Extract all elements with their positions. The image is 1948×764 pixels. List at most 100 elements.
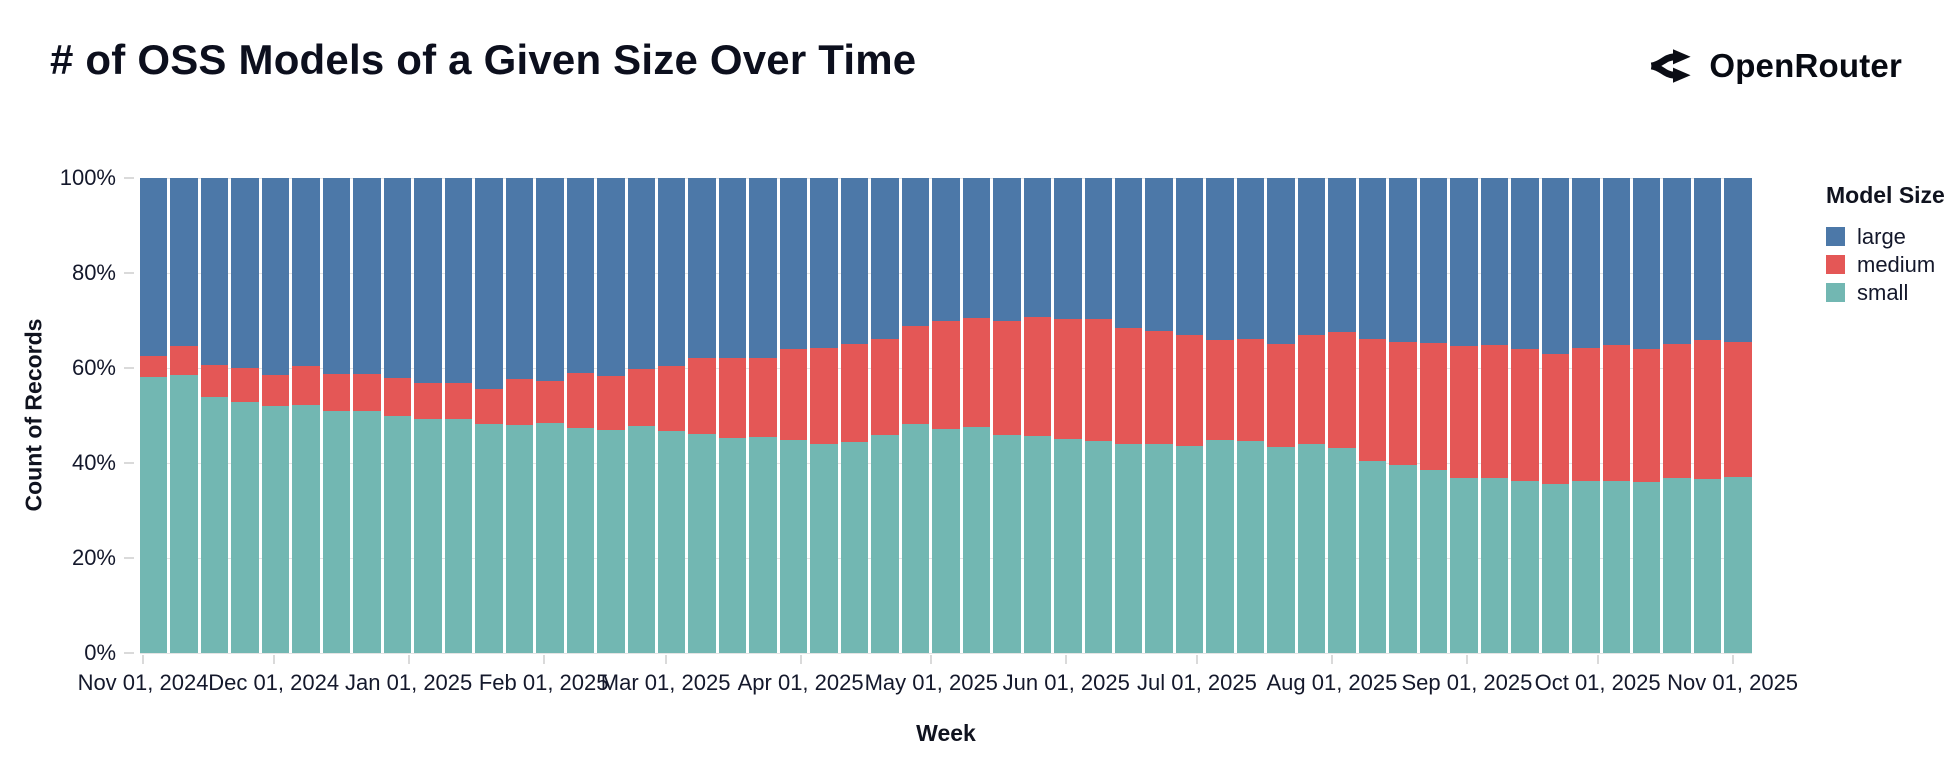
bar-segment-small — [1115, 444, 1143, 653]
bar-segment-small — [261, 406, 290, 653]
bar-week-30 — [1023, 178, 1052, 653]
bar-week-36 — [1206, 178, 1234, 653]
bar-segment-large — [1175, 178, 1204, 336]
bar-segment-medium — [1541, 353, 1570, 484]
bar-segment-large — [1693, 178, 1722, 341]
bar-segment-small — [597, 430, 625, 653]
bar-segment-large — [1328, 178, 1356, 332]
bar-week-37 — [1236, 178, 1265, 653]
bar-week-42 — [1389, 178, 1417, 653]
bar-segment-small — [1145, 443, 1173, 653]
bar-segment-small — [1236, 441, 1265, 653]
bar-segment-small — [1054, 438, 1082, 653]
bar-segment-small — [1358, 461, 1387, 653]
bar-week-5 — [261, 178, 290, 653]
bar-segment-small — [1572, 480, 1600, 653]
y-tick-label: 80% — [71, 260, 116, 285]
bar-segment-large — [1480, 178, 1509, 346]
bar-segment-small — [718, 437, 747, 653]
y-tick-label: 60% — [71, 355, 116, 380]
bar-segment-small — [871, 434, 899, 653]
bar-segment-large — [1572, 178, 1600, 348]
bar-segment-medium — [414, 383, 442, 419]
bar-segment-medium — [627, 369, 655, 427]
bar-week-52 — [1693, 178, 1722, 653]
x-tick-label: Apr 01, 2025 — [737, 670, 864, 695]
bar-segment-large — [475, 178, 503, 390]
bar-week-41 — [1358, 178, 1387, 653]
bar-segment-large — [1724, 178, 1752, 343]
bar-segment-medium — [200, 365, 229, 397]
bar-segment-large — [810, 178, 838, 348]
bar-segment-medium — [779, 348, 808, 440]
bar-segment-medium — [901, 326, 930, 425]
bar-segment-small — [444, 418, 473, 653]
bar-segment-large — [505, 178, 534, 380]
x-tick-label: Nov 01, 2025 — [1667, 670, 1799, 695]
x-tick-mark — [1731, 655, 1734, 664]
y-tick-label: 100% — [59, 165, 116, 190]
bar-week-25 — [871, 178, 899, 653]
bar-segment-medium — [597, 375, 625, 431]
bar-week-23 — [810, 178, 838, 653]
bar-segment-medium — [1663, 344, 1691, 478]
plot-area — [140, 177, 1752, 654]
bar-segment-medium — [657, 365, 686, 432]
bar-week-43 — [1419, 178, 1448, 653]
bar-segment-small — [475, 424, 503, 653]
legend-swatch-medium — [1826, 255, 1845, 274]
bar-week-29 — [993, 178, 1021, 653]
bar-segment-small — [1602, 480, 1630, 653]
bar-segment-medium — [1480, 345, 1509, 478]
legend-swatch-small — [1826, 283, 1845, 302]
x-tick-mark — [799, 655, 802, 664]
bar-segment-small — [1632, 482, 1661, 653]
bar-week-7 — [322, 178, 351, 653]
bar-segment-small — [1328, 447, 1356, 653]
bar-segment-large — [871, 178, 899, 339]
gridline-0% — [140, 652, 1752, 654]
bar-segment-large — [231, 178, 259, 368]
bar-segment-medium — [1297, 335, 1326, 444]
bar-week-38 — [1267, 178, 1295, 653]
bar-segment-medium — [840, 344, 869, 443]
bar-segment-medium — [688, 357, 716, 434]
legend-label: small — [1857, 280, 1909, 305]
bar-segment-medium — [1145, 330, 1173, 444]
bar-segment-medium — [475, 389, 503, 425]
bar-segment-medium — [1328, 331, 1356, 448]
bar-segment-medium — [170, 346, 198, 376]
bar-week-1 — [140, 178, 168, 653]
y-axis-title: Count of Records — [20, 318, 47, 512]
bar-segment-small — [1419, 470, 1448, 653]
bar-segment-large — [1358, 178, 1387, 339]
bar-week-17 — [627, 178, 655, 653]
bar-segment-large — [779, 178, 808, 349]
bar-segment-small — [993, 434, 1021, 653]
bar-segment-medium — [292, 366, 320, 406]
x-tick-label: Jan 01, 2025 — [345, 670, 473, 695]
bar-segment-small — [1297, 444, 1326, 653]
bar-segment-medium — [1602, 345, 1630, 481]
bar-week-28 — [962, 178, 991, 653]
bar-segment-medium — [810, 347, 838, 444]
bar-segment-medium — [1511, 349, 1539, 481]
bar-segment-large — [1115, 178, 1143, 328]
y-tick-mark — [124, 272, 134, 274]
bar-segment-medium — [1389, 341, 1417, 466]
bar-segment-small — [1084, 440, 1112, 653]
x-tick-mark — [930, 655, 933, 664]
bar-segment-small — [231, 402, 259, 653]
bar-segment-large — [1541, 178, 1570, 354]
x-tick-label: Dec 01, 2024 — [208, 670, 340, 695]
y-tick-mark — [124, 177, 134, 179]
x-tick-mark — [142, 655, 144, 664]
brand: OpenRouter — [1647, 42, 1902, 90]
bar-segment-small — [688, 433, 716, 653]
bar-week-14 — [536, 178, 564, 653]
bar-week-26 — [901, 178, 930, 653]
bar-segment-medium — [1358, 338, 1387, 462]
bar-segment-medium — [322, 374, 351, 412]
bar-week-3 — [200, 178, 229, 653]
bar-week-27 — [932, 178, 960, 653]
